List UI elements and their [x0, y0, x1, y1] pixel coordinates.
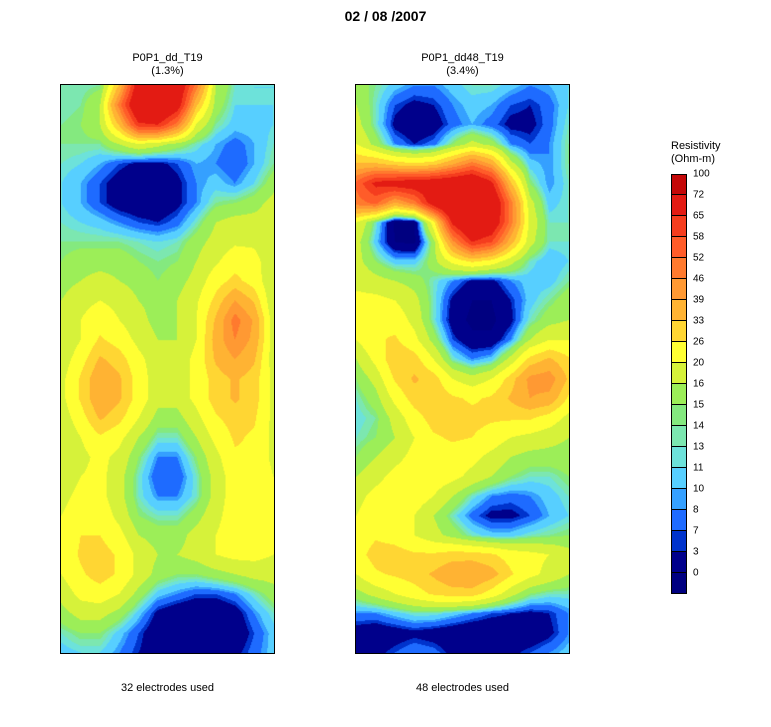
chart-footer-left: 32 electrodes used	[60, 682, 275, 694]
legend-tick-label: 33	[693, 316, 704, 327]
legend-tick-label: 0	[693, 568, 699, 579]
legend-swatch	[671, 321, 687, 342]
legend-swatch	[671, 468, 687, 489]
legend-tick-label: 14	[693, 421, 704, 432]
page-title: 02 / 08 /2007	[0, 8, 771, 24]
legend-swatch	[671, 531, 687, 552]
legend-tick-label: 100	[693, 169, 710, 180]
legend-swatch	[671, 342, 687, 363]
legend-tick-label: 52	[693, 253, 704, 264]
chart-title2: (1.3%)	[151, 65, 183, 77]
legend-title: Resistivity (Ohm-m)	[671, 140, 751, 166]
plot-area-left: 0-10-20-30-40-50-60-70-80-90-100 0102030	[60, 84, 275, 654]
chart-title-left: P0P1_dd_T19 (1.3%)	[60, 52, 275, 78]
legend-swatch	[671, 363, 687, 384]
heatmap-canvas-left	[61, 85, 274, 653]
legend-swatch	[671, 552, 687, 573]
chart-title-right: P0P1_dd48_T19 (3.4%)	[355, 52, 570, 78]
legend-tick-label: 58	[693, 232, 704, 243]
legend-bar: 1007265585246393326201615141311108730	[671, 174, 687, 594]
legend-swatch	[671, 510, 687, 531]
legend-swatch	[671, 279, 687, 300]
legend-tick-label: 3	[693, 547, 699, 558]
legend-swatch	[671, 216, 687, 237]
heatmap-canvas-right	[356, 85, 569, 653]
legend-swatch	[671, 405, 687, 426]
legend-swatch	[671, 426, 687, 447]
legend-tick-label: 65	[693, 211, 704, 222]
legend-tick-label: 11	[693, 463, 703, 474]
legend-swatch	[671, 258, 687, 279]
chart-title1: P0P1_dd48_T19	[421, 52, 504, 64]
plot-area-right: 0-10-20-30-40-50-60-70-80-90-100 0102030	[355, 84, 570, 654]
legend-tick-label: 26	[693, 337, 704, 348]
chart-panel-left: P0P1_dd_T19 (1.3%) 0-10-20-30-40-50-60-7…	[60, 52, 275, 694]
legend-swatch	[671, 489, 687, 510]
legend-swatch	[671, 447, 687, 468]
legend-tick-label: 39	[693, 295, 704, 306]
legend-tick-label: 16	[693, 379, 704, 390]
chart-panel-right: P0P1_dd48_T19 (3.4%) 0-10-20-30-40-50-60…	[355, 52, 570, 694]
legend-tick-label: 72	[693, 190, 704, 201]
legend-swatch	[671, 300, 687, 321]
legend-tick-label: 8	[693, 505, 699, 516]
legend-tick-label: 7	[693, 526, 699, 537]
legend-swatch	[671, 195, 687, 216]
legend-tick-label: 46	[693, 274, 704, 285]
legend-swatch	[671, 384, 687, 405]
legend-swatch	[671, 573, 687, 594]
colorbar-legend: Resistivity (Ohm-m) 10072655852463933262…	[671, 140, 751, 594]
legend-tick-label: 15	[693, 400, 704, 411]
legend-title-l1: Resistivity	[671, 140, 721, 152]
chart-footer-right: 48 electrodes used	[355, 682, 570, 694]
chart-title1: P0P1_dd_T19	[132, 52, 202, 64]
chart-title2: (3.4%)	[446, 65, 478, 77]
legend-swatch	[671, 237, 687, 258]
legend-tick-label: 13	[693, 442, 704, 453]
legend-title-l2: (Ohm-m)	[671, 153, 715, 165]
legend-swatch	[671, 174, 687, 195]
legend-tick-label: 20	[693, 358, 704, 369]
legend-tick-label: 10	[693, 484, 704, 495]
